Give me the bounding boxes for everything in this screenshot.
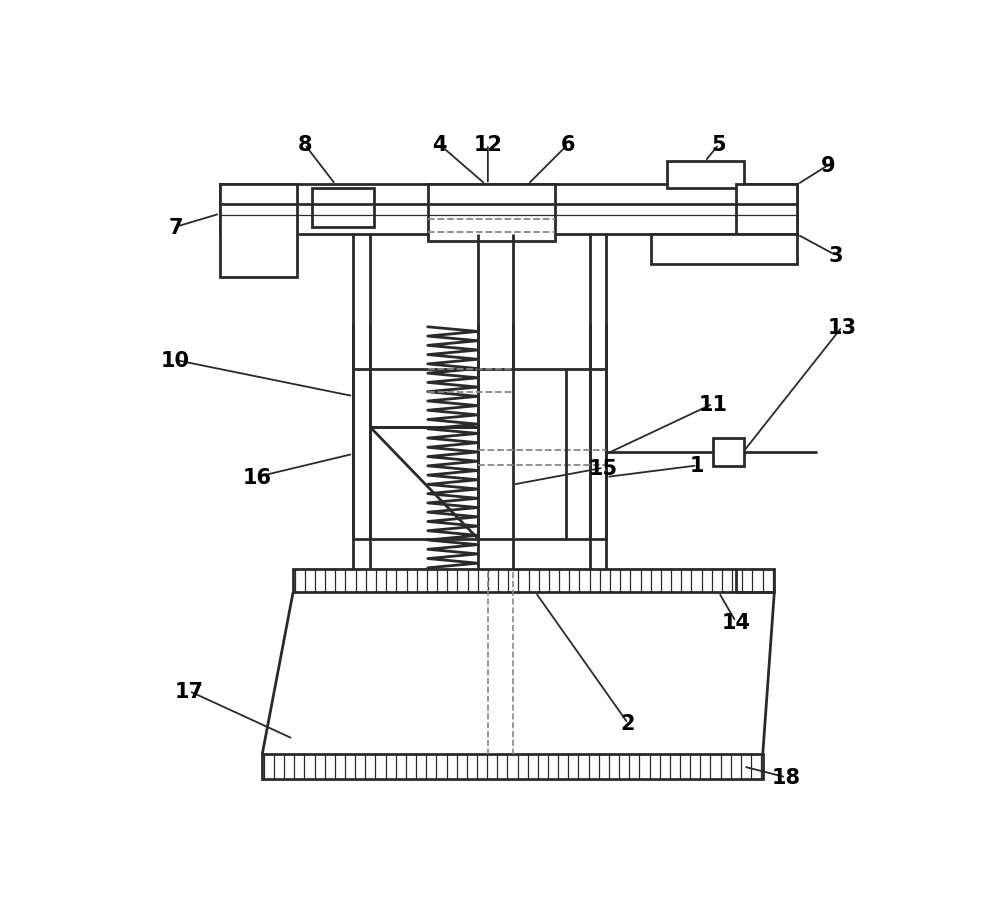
Text: 5: 5 (712, 135, 726, 155)
Text: 16: 16 (242, 467, 271, 487)
Text: 1: 1 (690, 456, 705, 476)
Bar (736, 185, 797, 235)
Text: 10: 10 (161, 351, 190, 371)
Bar (220, 185, 797, 235)
Bar (293, 570, 774, 593)
Text: 17: 17 (175, 681, 204, 701)
Bar (713, 439, 744, 466)
Text: 15: 15 (589, 458, 618, 478)
Text: 14: 14 (721, 612, 750, 632)
Text: 4: 4 (432, 135, 447, 155)
Text: 11: 11 (698, 394, 727, 414)
Bar (312, 189, 374, 227)
Bar (651, 235, 797, 264)
Text: 2: 2 (621, 713, 635, 733)
Text: 9: 9 (821, 156, 836, 176)
Bar (428, 185, 555, 242)
Bar (666, 162, 744, 189)
Text: 3: 3 (829, 246, 843, 266)
Text: 7: 7 (169, 217, 183, 237)
Bar (262, 754, 763, 779)
Bar (220, 185, 297, 278)
Text: 18: 18 (771, 768, 800, 787)
Text: 8: 8 (297, 135, 312, 155)
Text: 13: 13 (828, 318, 857, 337)
Bar (353, 370, 606, 539)
Text: 12: 12 (473, 135, 502, 155)
Text: 6: 6 (561, 135, 575, 155)
